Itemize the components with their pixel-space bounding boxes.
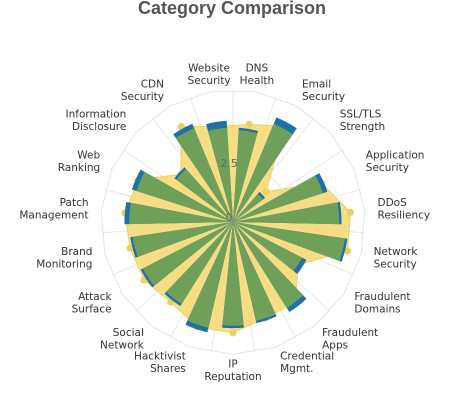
category-label: Attack Surface [72, 291, 113, 316]
green-series-wedge [233, 222, 303, 271]
category-label: Email Security [302, 79, 345, 104]
category-label: Social Network [100, 327, 145, 352]
green-series-wedge [132, 222, 233, 257]
category-labels: DNS Health Email Security SSL/TLS Strength App… [19, 63, 430, 384]
area-series-point [229, 329, 237, 337]
radial-tick-labels: 02.5 [220, 157, 238, 224]
category-label: Brand Monitoring [36, 246, 92, 271]
area-series-point [245, 120, 253, 128]
category-label: Hacktivist Shares [134, 350, 186, 375]
green-series-wedge [136, 171, 233, 222]
area-series-point [343, 247, 351, 255]
green-series-wedge [176, 169, 233, 222]
green-series-wedge [233, 202, 340, 225]
category-label: Fraudulent Domains [354, 291, 410, 316]
category-label: Web Ranking [58, 150, 101, 175]
radial-tick-label: 0 [226, 211, 233, 224]
green-series-wedge [233, 222, 276, 321]
green-series-wedge [222, 222, 244, 326]
radial-tick-label: 2.5 [220, 157, 238, 170]
green-series-wedge [233, 175, 323, 222]
green-series-wedge [175, 128, 233, 222]
bar-layer [124, 117, 348, 333]
category-label: DDoS Resiliency [378, 197, 431, 222]
category-label: DNS Health [240, 63, 274, 88]
area-series-point [177, 123, 185, 130]
category-label: Information Disclosure [66, 109, 127, 134]
green-series-wedge [129, 202, 233, 225]
green-series-wedge [233, 193, 264, 222]
category-label: Network Security [374, 246, 419, 271]
green-series-wedge [166, 222, 233, 304]
category-label: Application Security [366, 150, 425, 175]
category-label: CDN Security [121, 79, 164, 104]
category-label: Credential Mgmt. [280, 350, 334, 375]
green-series-wedge [233, 222, 346, 261]
green-series-wedge [233, 123, 293, 222]
area-series-point [262, 188, 270, 196]
category-label: SSL/TLS Strength [340, 109, 385, 134]
category-label: Patch Management [19, 197, 88, 222]
green-series-wedge [233, 130, 258, 222]
area-series-point [126, 244, 134, 252]
category-label: IP Reputation [204, 359, 261, 384]
green-series-wedge [208, 127, 233, 222]
green-series-wedge [187, 222, 233, 328]
green-series-wedge [142, 222, 233, 286]
green-series-wedge [233, 222, 304, 308]
category-label: Website Security [188, 63, 231, 88]
category-label: Fraudulent Apps [322, 327, 378, 352]
chart-title: Category Comparison [138, 0, 326, 18]
area-series-point [347, 208, 355, 216]
